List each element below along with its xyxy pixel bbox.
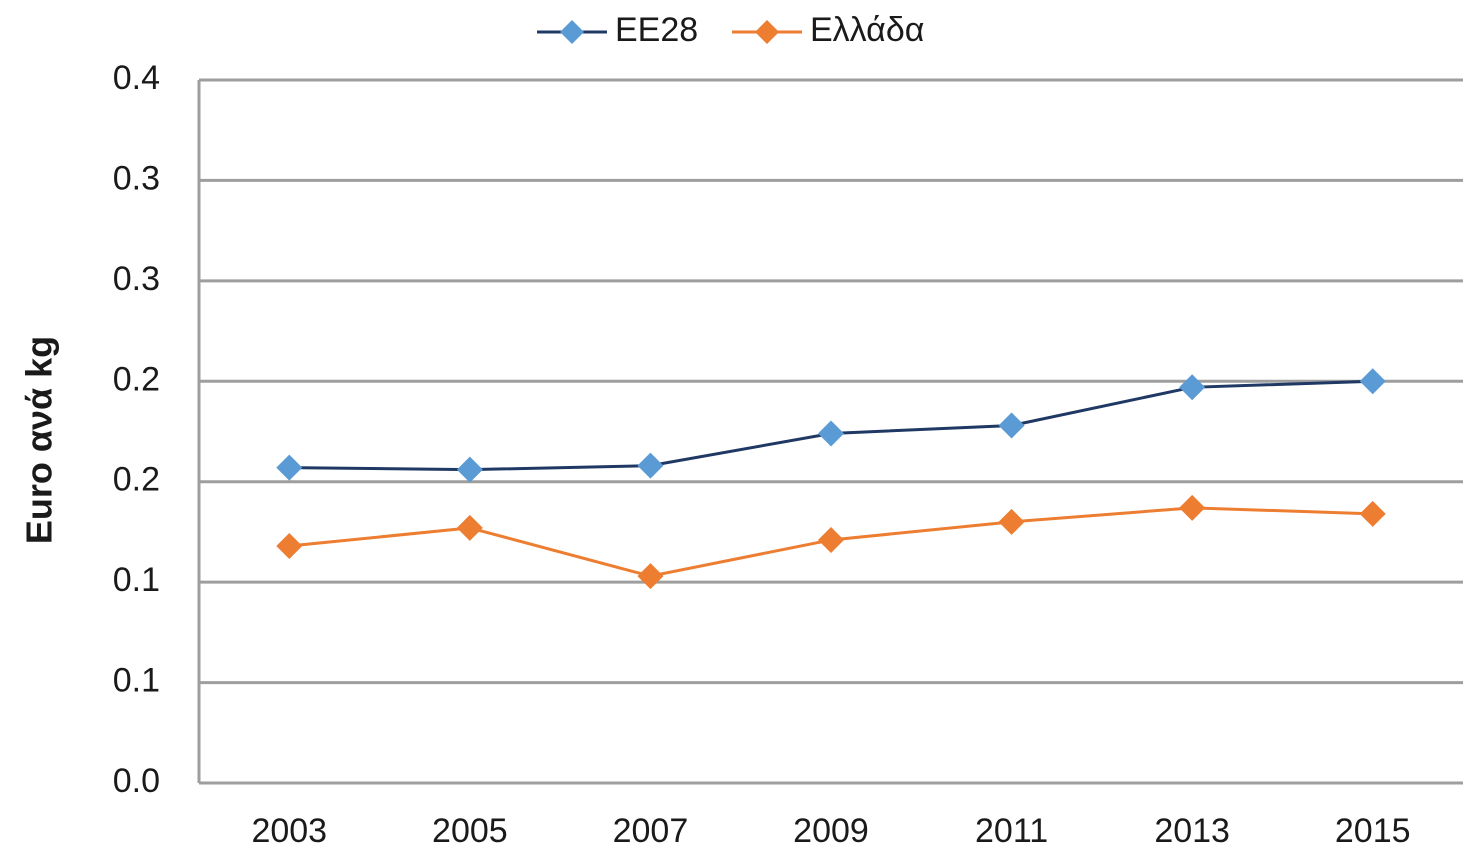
- data-point: [1179, 374, 1206, 401]
- legend-label: Ελλάδα: [810, 11, 924, 49]
- x-tick-label: 2005: [432, 812, 508, 850]
- x-tick-label: 2007: [613, 812, 689, 850]
- data-point: [637, 563, 664, 590]
- y-tick-label: 0.2: [113, 461, 160, 499]
- legend-label: ΕΕ28: [615, 11, 698, 49]
- x-tick-label: 2015: [1335, 812, 1411, 850]
- data-point: [456, 456, 483, 483]
- data-point: [637, 452, 664, 479]
- x-tick-label: 2011: [975, 812, 1048, 850]
- data-point: [818, 420, 844, 447]
- legend-marker: [560, 20, 584, 44]
- data-point: [998, 508, 1025, 535]
- data-point: [276, 532, 303, 559]
- y-tick-label: 0.2: [113, 360, 160, 398]
- x-tick-label: 2003: [251, 812, 327, 850]
- data-point: [1359, 368, 1386, 395]
- y-tick-label: 0.4: [113, 59, 160, 97]
- x-tick-label: 2013: [1154, 812, 1230, 850]
- y-tick-label: 0.3: [113, 260, 160, 298]
- data-point: [998, 412, 1025, 439]
- y-axis-label: Euro ανά kg: [19, 336, 60, 544]
- legend-marker: [755, 20, 779, 44]
- data-point: [276, 454, 303, 481]
- y-tick-label: 0.1: [113, 662, 160, 700]
- data-point: [456, 514, 483, 541]
- y-tick-label: 0.3: [113, 159, 160, 197]
- data-point: [1359, 500, 1386, 527]
- data-point: [1179, 494, 1206, 521]
- y-tick-label: 0.0: [113, 762, 160, 800]
- x-tick-label: 2009: [793, 812, 869, 850]
- data-point: [818, 526, 844, 553]
- y-tick-label: 0.1: [113, 561, 160, 599]
